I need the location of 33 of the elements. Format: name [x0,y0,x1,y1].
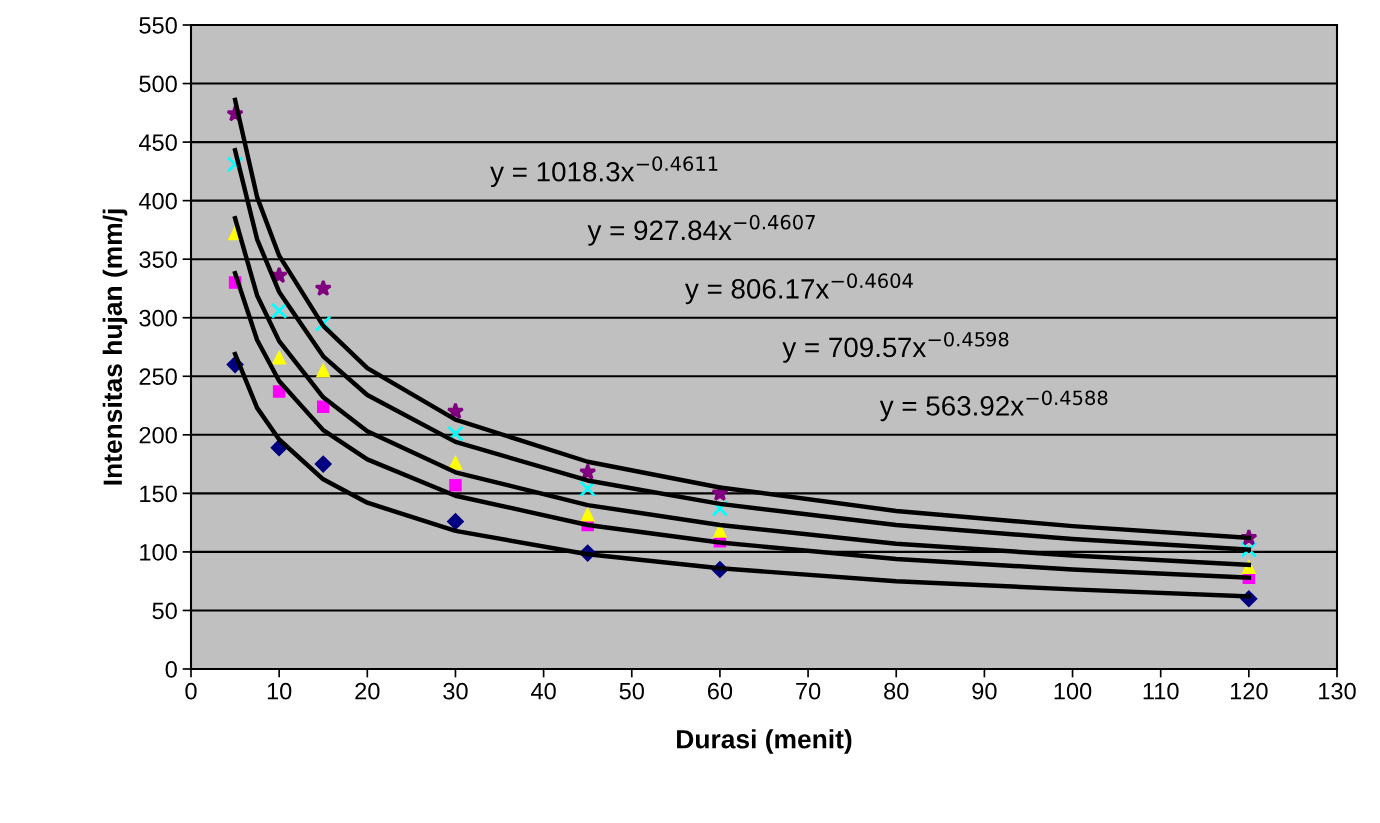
y-tick-label: 200 [139,426,177,444]
y-tick-label: 550 [139,17,177,34]
x-axis-title: Durasi (menit) [677,729,852,754]
x-tick-label: 50 [619,682,644,700]
y-tick-label: 300 [139,309,177,327]
annotation: y = 927.84x$^{−0.4607}$ [587,214,815,246]
y-tick-label: 500 [139,75,177,93]
y-tick-label: 100 [140,543,177,561]
x-tick-label: 60 [707,682,733,700]
x-tick-label: 40 [531,682,556,700]
y-tick-label: 0 [165,661,177,678]
annotation: y = 806.17x$^{−0.4604}$ [685,273,913,305]
y-tick-label: 450 [138,134,177,151]
y-tick-label: 150 [140,485,177,503]
x-tick-label: 90 [972,682,997,700]
annotation: y = 1018.3x$^{−0.4611}$ [490,156,718,188]
y-axis-title: Intensitas hujan (mm/j [102,209,128,485]
x-tick-label: 130 [1319,682,1356,700]
x-tick-label: 20 [355,682,380,700]
x-tick-label: 70 [796,682,821,700]
x-tick-label: 120 [1230,682,1268,700]
y-tick-label: 50 [152,602,177,620]
x-tick-label: 100 [1054,682,1092,700]
x-tick-label: 0 [185,682,197,700]
y-tick-label: 400 [138,192,177,210]
annotation: y = 563.92x$^{−0.4588}$ [879,390,1108,422]
annotation: y = 709.57x$^{−0.4598}$ [782,331,1009,363]
x-tick-label: 110 [1143,682,1179,700]
x-tick-label: 30 [443,682,468,700]
x-tick-label: 10 [267,682,292,700]
y-tick-label: 250 [139,368,177,386]
x-tick-label: 80 [884,682,909,700]
y-tick-label: 350 [139,251,177,268]
